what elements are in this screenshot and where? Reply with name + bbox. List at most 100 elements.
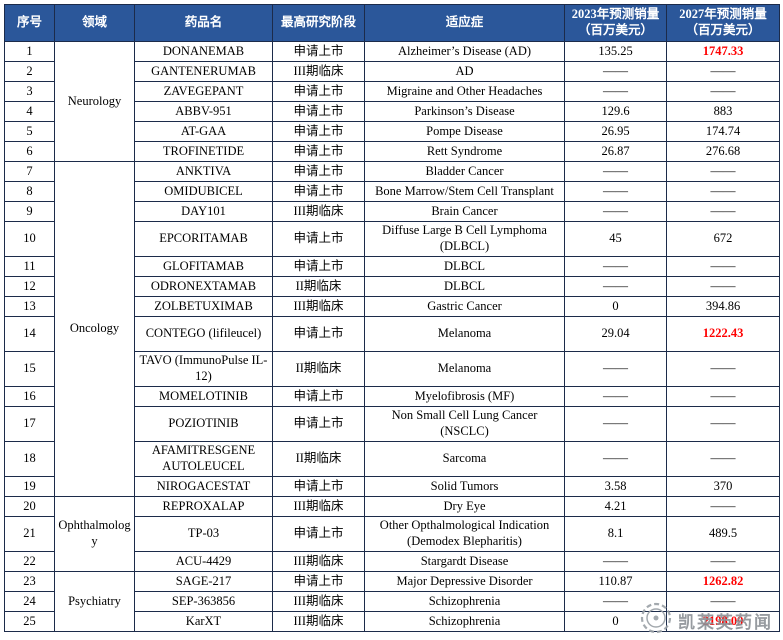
column-header-drug-name: 药品名 (134, 4, 273, 42)
cell-indication: Alzheimer’s Disease (AD) (364, 41, 565, 62)
cell-drug-name: SAGE-217 (134, 571, 273, 592)
cell-row-number: 23 (4, 571, 55, 592)
cell-drug-name: MOMELOTINIB (134, 386, 273, 407)
cell-indication: Diffuse Large B Cell Lymphoma (DLBCL) (364, 221, 565, 257)
cell-indication: Rett Syndrome (364, 141, 565, 162)
table-header-row: 序号 领域 药品名 最高研究阶段 适应症 2023年预测销量 （百万美元） (4, 4, 780, 42)
cell-indication: Melanoma (364, 316, 565, 352)
cell-phase: 申请上市 (272, 256, 365, 277)
cell-sales-2027: —— (666, 61, 780, 82)
column-header-phase: 最高研究阶段 (272, 4, 365, 42)
table-row: 17 POZIOTINIB 申请上市 Non Small Cell Lung Canc… (4, 406, 780, 442)
cell-indication: Bone Marrow/Stem Cell Transplant (364, 181, 565, 202)
cell-phase: II期临床 (272, 351, 365, 387)
cell-sales-2023: 3.58 (564, 476, 667, 497)
cell-drug-name: POZIOTINIB (134, 406, 273, 442)
cell-indication: Solid Tumors (364, 476, 565, 497)
cell-drug-name: DONANEMAB (134, 41, 273, 62)
cell-drug-name: DAY101 (134, 201, 273, 222)
cell-drug-name: AFAMITRESGENE AUTOLEUCEL (134, 441, 273, 477)
cell-row-number: 2 (4, 61, 55, 82)
cell-sales-2023: 26.95 (564, 121, 667, 142)
table-row: 21 TP-03 申请上市 Other Opthalmological Indicat… (4, 516, 780, 552)
table-row: 20 Ophthalmology REPROXALAP III期临床 Dry Eye 4.… (4, 496, 780, 572)
column-header-label: 最高研究阶段 (280, 15, 356, 30)
cell-sales-2023: —— (564, 386, 667, 407)
cell-row-number: 20 (4, 496, 55, 517)
cell-sales-2023: —— (564, 161, 667, 182)
cell-row-number: 21 (4, 516, 55, 552)
cell-drug-name: ABBV-951 (134, 101, 273, 122)
cell-phase: 申请上市 (272, 316, 365, 352)
cell-drug-name: ZOLBETUXIMAB (134, 296, 273, 317)
cell-row-number: 18 (4, 441, 55, 477)
cell-row-number: 12 (4, 276, 55, 297)
cell-sales-2023: —— (564, 351, 667, 387)
cell-indication: Dry Eye (364, 496, 565, 517)
cell-indication: Pompe Disease (364, 121, 565, 142)
cell-phase: III期临床 (272, 591, 365, 612)
cell-indication: Stargardt Disease (364, 551, 565, 572)
cell-row-number: 10 (4, 221, 55, 257)
cell-row-number: 7 (4, 161, 55, 182)
table-body: 1 Neurology DONANEMAB 申请上市 Alzheimer’s Disea… (4, 41, 780, 632)
column-header-label: 药品名 (184, 15, 223, 30)
cell-phase: 申请上市 (272, 101, 365, 122)
cell-indication: Sarcoma (364, 441, 565, 477)
cell-sales-2027: 883 (666, 101, 780, 122)
cell-sales-2027: —— (666, 181, 780, 202)
cell-sales-2027: —— (666, 591, 780, 612)
cell-drug-name: NIROGACESTAT (134, 476, 273, 497)
cell-phase: 申请上市 (272, 41, 365, 62)
cell-sales-2027: —— (666, 441, 780, 477)
table-row: 14 CONTEGO (lifileucel) 申请上市 Melanoma 29.04 1… (4, 316, 780, 352)
cell-phase: II期临床 (272, 441, 365, 477)
table-header: 序号 领域 药品名 最高研究阶段 适应症 2023年预测销量 （百万美元） (4, 4, 780, 42)
cell-drug-name: OMIDUBICEL (134, 181, 273, 202)
cell-indication: DLBCL (364, 256, 565, 277)
cell-phase: 申请上市 (272, 221, 365, 257)
column-header-indication: 适应症 (364, 4, 565, 42)
cell-indication: Brain Cancer (364, 201, 565, 222)
cell-sales-2023: 110.87 (564, 571, 667, 592)
table-row: 7 Oncology ANKTIVA 申请上市 Bladder Cancer —— —— (4, 161, 780, 497)
table-row: 24 SEP-363856 III期临床 Schizophrenia —— —— (4, 591, 780, 612)
cell-indication: Parkinson’s Disease (364, 101, 565, 122)
table-row: 19 NIROGACESTAT 申请上市 Solid Tumors 3.58 370 (4, 476, 780, 497)
cell-sales-2027: 489.5 (666, 516, 780, 552)
table-row: 9 DAY101 III期临床 Brain Cancer —— —— (4, 201, 780, 222)
cell-row-number: 17 (4, 406, 55, 442)
cell-row-number: 13 (4, 296, 55, 317)
cell-phase: 申请上市 (272, 81, 365, 102)
cell-sales-2023: 45 (564, 221, 667, 257)
cell-indication: Melanoma (364, 351, 565, 387)
column-header-sub: （百万美元） (685, 23, 761, 37)
cell-phase: III期临床 (272, 496, 365, 517)
cell-row-number: 6 (4, 141, 55, 162)
cell-drug-name: GANTENERUMAB (134, 61, 273, 82)
cell-phase: III期临床 (272, 201, 365, 222)
cell-sales-2027: —— (666, 81, 780, 102)
table-row: 22 ACU-4429 III期临床 Stargardt Disease —— —— (4, 551, 780, 572)
cell-sales-2023: 26.87 (564, 141, 667, 162)
cell-sales-2023: 0 (564, 296, 667, 317)
cell-domain: Neurology (54, 41, 135, 162)
cell-drug-name: EPCORITAMAB (134, 221, 273, 257)
cell-sales-2023: —— (564, 591, 667, 612)
column-header-sales-2027: 2027年预测销量 （百万美元） (666, 4, 780, 42)
column-header-label: 领域 (81, 15, 107, 30)
cell-phase: III期临床 (272, 611, 365, 632)
cell-sales-2023: —— (564, 276, 667, 297)
cell-sales-2023: 135.25 (564, 41, 667, 62)
column-header-label: 2027年预测销量 (679, 7, 767, 22)
cell-sales-2027: 1262.82 (666, 571, 780, 592)
cell-row-number: 8 (4, 181, 55, 202)
cell-indication: Other Opthalmological Indication (Demode… (364, 516, 565, 552)
cell-row-number: 3 (4, 81, 55, 102)
cell-row-number: 9 (4, 201, 55, 222)
cell-sales-2027: 370 (666, 476, 780, 497)
cell-sales-2023: —— (564, 551, 667, 572)
cell-sales-2027: —— (666, 256, 780, 277)
cell-indication: DLBCL (364, 276, 565, 297)
cell-phase: 申请上市 (272, 476, 365, 497)
